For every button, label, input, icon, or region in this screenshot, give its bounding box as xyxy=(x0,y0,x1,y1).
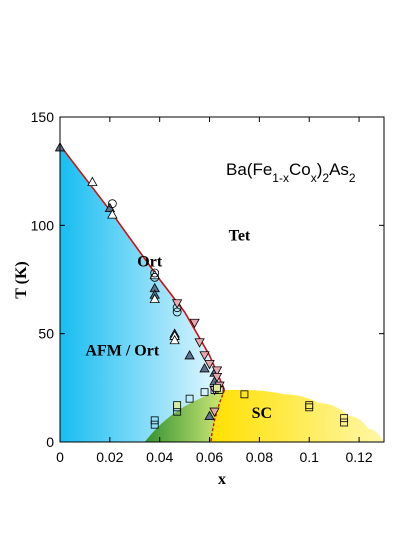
data-point-triangle-down-filled xyxy=(194,338,205,348)
y-tick-label: 50 xyxy=(38,326,54,342)
data-point-square-open xyxy=(200,388,209,397)
sc-boundary-dashed-line xyxy=(210,389,226,443)
region-label: Tet xyxy=(229,228,251,245)
region-label: SC xyxy=(252,405,272,422)
data-point-square-open xyxy=(150,416,159,425)
afm-ort-region xyxy=(60,145,225,442)
data-point-triangle-down-filled xyxy=(204,359,215,370)
data-point-triangle-up-filled xyxy=(199,363,210,373)
x-tick-label: 0 xyxy=(56,449,64,465)
x-tick-label: 0.02 xyxy=(96,449,123,465)
data-point-triangle-down-filled xyxy=(171,299,183,309)
data-point-triangle-up-filled xyxy=(184,350,195,360)
data-point-circle-open xyxy=(107,199,117,209)
data-point-square-filled xyxy=(213,383,221,392)
x-tick-label: 0.06 xyxy=(196,449,223,465)
data-point-square-open xyxy=(240,390,249,399)
x-axis-ticks: 0 0.02 0.04 0.06 0.08 0.1 0.12 xyxy=(56,117,373,465)
x-axis-title: x xyxy=(218,471,226,488)
x-tick-label: 0.1 xyxy=(299,449,319,465)
y-axis-ticks: 0 50 100 150 xyxy=(31,109,384,450)
formula-part: 2 xyxy=(349,171,356,185)
data-point-triangle-up-filled xyxy=(204,410,215,421)
data-point-triangle-up-open xyxy=(169,334,180,345)
x-tick-label: 0.12 xyxy=(345,449,372,465)
data-point-triangle-down-filled xyxy=(199,351,210,361)
formula-part: 1-x xyxy=(272,171,289,185)
region-label: AFM / Ort xyxy=(85,342,159,359)
formula-part: x xyxy=(311,171,317,185)
y-tick-label: 100 xyxy=(31,217,55,233)
data-point-triangle-up-open xyxy=(149,293,160,304)
formula-part: 2 xyxy=(322,171,329,185)
plot-frame xyxy=(59,116,385,443)
y-tick-label: 150 xyxy=(31,109,55,125)
data-point-triangle-up-open xyxy=(87,176,98,187)
data-point-triangle-down-filled xyxy=(209,407,220,417)
data-point-square-open xyxy=(150,420,159,429)
data-point-triangle-up-open xyxy=(107,209,118,219)
data-point-square-open xyxy=(185,394,194,403)
data-markers xyxy=(54,142,349,429)
phase-regions xyxy=(60,145,384,442)
y-tick-label: 0 xyxy=(46,434,54,450)
region-labels: Tet Ort AFM / Ort SC xyxy=(85,228,272,423)
formula-part: Ba(Fe xyxy=(226,160,272,179)
sc-dome-region xyxy=(209,390,384,442)
x-tick-label: 0.04 xyxy=(146,449,173,465)
data-point-circle-open xyxy=(150,268,160,278)
compound-formula: Ba(Fe1-xCox)2As2 xyxy=(226,160,356,185)
data-point-square-filled xyxy=(173,401,182,410)
y-axis-title: T (K) xyxy=(13,261,30,298)
formula-part: As xyxy=(329,160,349,179)
x-tick-label: 0.08 xyxy=(246,449,273,465)
region-label: Ort xyxy=(137,254,163,271)
coexistence-region xyxy=(144,390,225,442)
data-point-triangle-down-filled xyxy=(189,318,200,329)
data-point-triangle-down-filled xyxy=(211,366,223,376)
data-point-square-open xyxy=(340,418,349,427)
data-point-square-open xyxy=(340,414,349,423)
data-point-triangle-down-filled xyxy=(211,372,223,383)
formula-part: ) xyxy=(317,160,323,179)
data-point-circle-open xyxy=(150,272,160,282)
data-point-square-open xyxy=(305,403,314,412)
formula-part: Co xyxy=(289,160,311,179)
